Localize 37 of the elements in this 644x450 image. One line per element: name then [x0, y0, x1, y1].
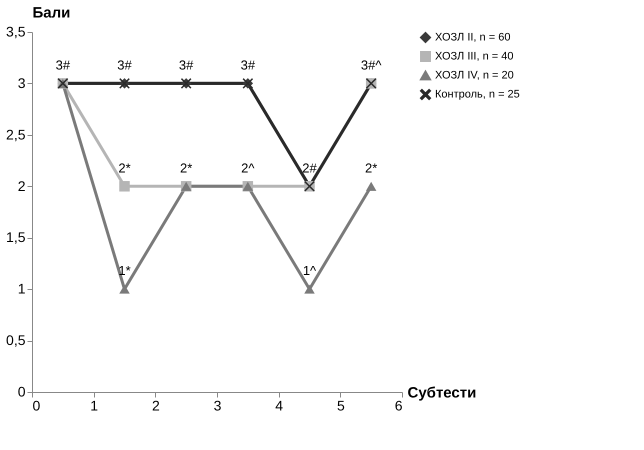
y-tick-label: 2 [18, 178, 26, 194]
annotation: 1* [118, 263, 131, 278]
x-tick-label: 1 [90, 398, 98, 414]
annotation: 3# [56, 57, 71, 72]
annotation: 2^ [241, 160, 256, 176]
x-tick-label: 5 [336, 398, 345, 414]
y-tick-label: 1 [18, 280, 26, 297]
annotation: 1^ [302, 263, 318, 278]
annotation: 3# [178, 57, 194, 72]
x-tick-label: 3 [214, 398, 222, 414]
x-tick-label: 6 [394, 398, 403, 414]
y-axis-title: Бали [32, 4, 70, 22]
y-tick-label: 3,5 [6, 24, 26, 40]
legend-label: ХОЗЛ IV, n = 20 [435, 70, 514, 82]
annotation: 3# [240, 57, 256, 72]
annotation: 2# [302, 160, 318, 176]
annotation: 2* [118, 160, 131, 176]
x-tick-label: 2 [152, 398, 160, 414]
legend-label: ХОЗЛ III, n = 40 [435, 50, 514, 62]
legend-label: ХОЗЛ II, n = 60 [435, 32, 510, 44]
point [119, 181, 130, 192]
x-tick-label: 4 [275, 398, 284, 414]
annotation: 2* [365, 160, 378, 176]
y-tick-label: 0,5 [6, 332, 26, 348]
y-tick-label: 2,5 [6, 126, 26, 142]
point [366, 182, 376, 191]
legend-label: Контроль, n = 25 [435, 88, 520, 100]
y-tick-label: 3 [18, 74, 26, 91]
annotation: 3# [117, 57, 132, 72]
x-axis-title: Субтести [408, 384, 476, 402]
point [119, 284, 130, 294]
x-tick-label: 0 [32, 398, 40, 414]
point [304, 284, 315, 294]
y-tick-label: 0 [18, 384, 26, 400]
annotation: 2* [180, 160, 192, 176]
annotation: 3#^ [360, 57, 382, 72]
y-tick-label: 1,5 [6, 229, 26, 246]
